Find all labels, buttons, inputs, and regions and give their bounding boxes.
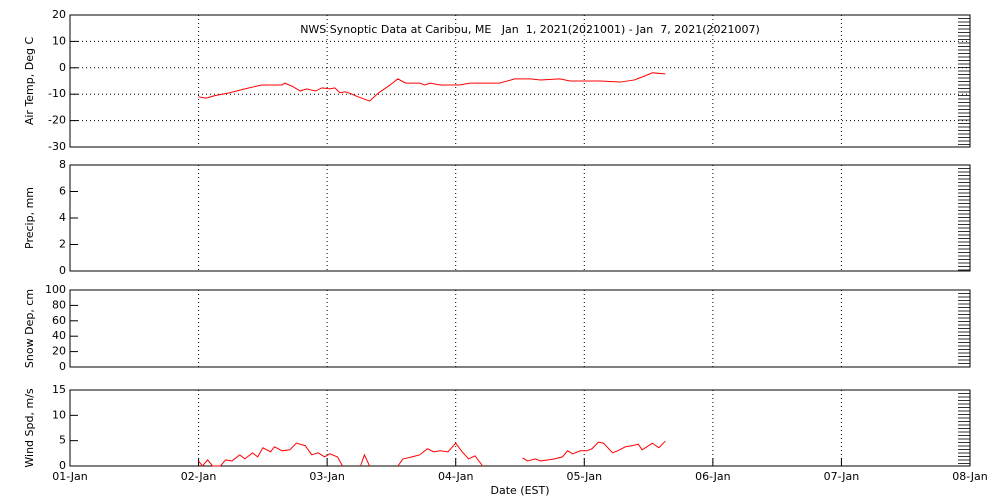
y-axis-label: Air Temp, Deg C: [23, 37, 36, 126]
y-tick-label: 100: [45, 283, 66, 296]
y-tick-label: 15: [52, 383, 66, 396]
data-line: [198, 72, 666, 102]
chart-title: NWS Synoptic Data at Caribou, ME Jan 1, …: [300, 23, 760, 36]
data-line: [198, 440, 666, 467]
y-tick-label: -20: [48, 114, 66, 127]
x-tick-label: 02-Jan: [181, 470, 217, 483]
plot-frame: [69, 389, 971, 467]
x-tick-label: 06-Jan: [695, 470, 731, 483]
y-tick-label: 60: [52, 314, 66, 327]
y-tick-label: -30: [48, 140, 66, 153]
y-tick-label: 2: [59, 238, 66, 251]
y-tick-label: 8: [59, 158, 66, 171]
y-tick-label: 40: [52, 329, 66, 342]
plot-frame: [69, 164, 971, 272]
x-tick-label: 01-Jan: [52, 470, 88, 483]
x-tick-label: 04-Jan: [438, 470, 474, 483]
y-axis-label: Precip, mm: [23, 187, 36, 249]
x-axis-label: Date (EST): [490, 484, 549, 497]
y-tick-label: 6: [59, 185, 66, 198]
x-tick-label: 07-Jan: [824, 470, 860, 483]
y-tick-label: 0: [59, 360, 66, 373]
y-tick-label: 80: [52, 298, 66, 311]
y-tick-label: 0: [59, 61, 66, 74]
plot-frame: [69, 14, 971, 148]
x-tick-label: 03-Jan: [309, 470, 345, 483]
x-tick-label: 05-Jan: [567, 470, 603, 483]
y-tick-label: 20: [52, 345, 66, 358]
y-tick-label: 5: [59, 434, 66, 447]
y-tick-label: 0: [59, 264, 66, 277]
y-axis-label: Wind Spd, m/s: [23, 388, 36, 468]
plot-frame: [69, 289, 971, 368]
y-tick-label: 0: [59, 459, 66, 472]
y-tick-label: 10: [52, 34, 66, 47]
y-tick-label: 4: [59, 211, 66, 224]
y-tick-label: -10: [48, 87, 66, 100]
y-axis-label: Snow Dep, cm: [23, 289, 36, 368]
y-tick-label: 10: [52, 408, 66, 421]
y-tick-label: 20: [52, 8, 66, 21]
x-tick-label: 08-Jan: [952, 470, 988, 483]
